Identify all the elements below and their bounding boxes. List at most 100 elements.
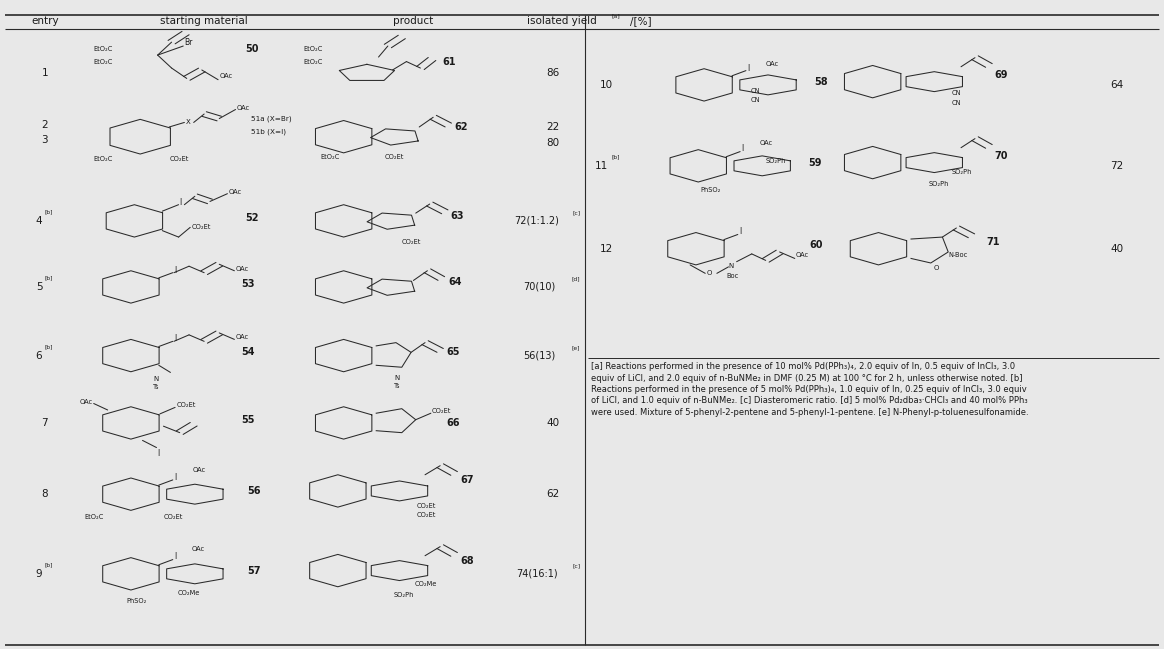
Text: OAc: OAc [766,61,779,67]
Text: EtO₂C: EtO₂C [94,156,113,162]
Text: X: X [185,119,190,125]
Text: N: N [154,376,159,382]
Text: [b]: [b] [45,275,54,280]
Text: [b]: [b] [611,154,619,160]
Text: I: I [747,64,750,73]
Text: OAc: OAc [236,104,250,110]
Text: CO₂Me: CO₂Me [177,590,200,596]
Text: CO₂Me: CO₂Me [414,582,436,587]
Text: 40: 40 [546,418,560,428]
Text: 7: 7 [42,418,48,428]
Text: Ts: Ts [154,384,159,390]
Text: 64: 64 [448,276,462,287]
Text: 71: 71 [987,238,1000,247]
Text: SO₂Ph: SO₂Ph [929,181,949,187]
Text: CN: CN [751,88,760,94]
Text: SO₂Ph: SO₂Ph [952,169,972,175]
Text: 69: 69 [995,70,1008,80]
Text: I: I [739,227,741,236]
Text: CN: CN [952,90,961,95]
Text: 86: 86 [546,68,560,79]
Text: EtO₂C: EtO₂C [303,58,322,64]
Text: CO₂Et: CO₂Et [384,154,404,160]
Text: CN: CN [952,100,961,106]
Text: [b]: [b] [45,210,54,214]
Text: I: I [173,552,176,561]
Text: EtO₂C: EtO₂C [94,45,113,52]
Text: [c]: [c] [573,211,581,215]
Text: OAc: OAc [796,252,809,258]
Text: [a] Reactions performed in the presence of 10 mol% Pd(PPh₃)₄, 2.0 equiv of In, 0: [a] Reactions performed in the presence … [591,362,1029,417]
Text: 58: 58 [815,77,828,87]
Text: product: product [393,16,433,27]
Text: 8: 8 [42,489,48,499]
Text: CN: CN [751,97,760,103]
Text: [b]: [b] [45,344,54,349]
Text: 50: 50 [244,43,258,54]
Text: 5: 5 [36,282,42,292]
Text: EtO₂C: EtO₂C [94,58,113,64]
Text: Boc: Boc [726,273,738,279]
Text: Ts: Ts [393,383,400,389]
Text: entry: entry [31,16,58,27]
Text: OAc: OAc [760,140,773,146]
Text: 3: 3 [42,135,48,145]
Text: OAc: OAc [191,546,205,552]
Text: 62: 62 [454,122,468,132]
Text: isolated yield: isolated yield [527,16,597,27]
Text: [b]: [b] [45,562,54,567]
Text: PhSO₂: PhSO₂ [701,188,721,193]
Text: 59: 59 [809,158,822,167]
Text: PhSO₂: PhSO₂ [126,598,147,604]
Text: N-Boc: N-Boc [949,252,967,258]
Text: 6: 6 [36,350,42,361]
Text: OAc: OAc [228,189,242,195]
Text: 80: 80 [546,138,560,148]
Text: 2: 2 [42,120,48,130]
Text: 61: 61 [442,56,456,67]
Text: CO₂Et: CO₂Et [169,156,189,162]
Text: CO₂Et: CO₂Et [402,239,421,245]
Text: [d]: [d] [572,276,580,282]
Text: N: N [729,263,733,269]
Text: 74(16:1): 74(16:1) [516,569,558,579]
Text: I: I [173,334,176,343]
Text: [c]: [c] [573,563,581,569]
Text: 65: 65 [446,347,460,358]
Text: 72: 72 [1110,161,1123,171]
Text: [e]: [e] [572,345,580,350]
Text: CO₂Et: CO₂Et [432,408,452,414]
Text: I: I [157,449,159,458]
Text: CO₂Et: CO₂Et [417,503,436,509]
Text: 54: 54 [241,347,255,358]
Text: 51b (X=I): 51b (X=I) [250,129,285,135]
Text: 67: 67 [460,475,474,485]
Text: 52: 52 [244,213,258,223]
Text: CO₂Et: CO₂Et [163,514,183,520]
Text: 60: 60 [810,241,823,251]
Text: I: I [173,473,176,482]
Text: N: N [395,375,399,381]
Text: 40: 40 [1110,244,1123,254]
Text: OAc: OAc [235,334,249,341]
Text: [a]: [a] [611,13,619,18]
Text: O: O [707,271,711,276]
Text: Br: Br [184,38,193,47]
Text: 66: 66 [446,418,460,428]
Text: 63: 63 [450,211,464,221]
Text: CO₂Et: CO₂Et [191,225,211,230]
Text: CO₂Et: CO₂Et [417,512,436,518]
Text: OAc: OAc [235,266,249,272]
Text: 55: 55 [241,415,255,424]
Text: 70(10): 70(10) [523,282,555,292]
Text: CO₂Et: CO₂Et [176,402,196,408]
Text: 51a (X=Br): 51a (X=Br) [250,116,291,122]
Text: 56: 56 [247,486,261,496]
Text: 11: 11 [595,161,609,171]
Text: SO₂Ph: SO₂Ph [766,158,786,164]
Text: EtO₂C: EtO₂C [320,154,340,160]
Text: 68: 68 [460,556,474,566]
Text: 12: 12 [599,244,613,254]
Text: 64: 64 [1110,80,1123,90]
Text: 72(1:1.2): 72(1:1.2) [514,216,559,226]
